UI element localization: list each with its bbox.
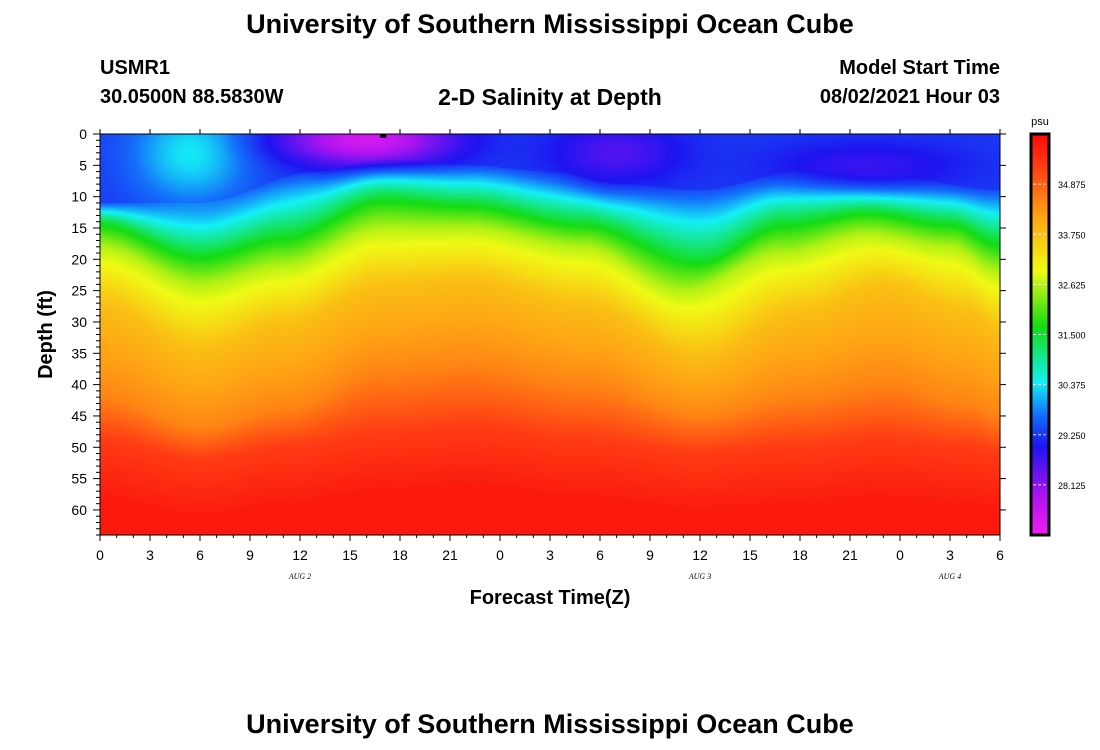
y-axis-title: Depth (ft) — [35, 290, 57, 379]
y-tick-label: 10 — [71, 189, 87, 205]
colorbar-label: 34.875 — [1058, 180, 1086, 190]
station-location: 30.0500N 88.5830W — [100, 86, 284, 108]
date-label: AUG 2 — [288, 572, 311, 581]
x-axis-title: Forecast Time(Z) — [470, 587, 631, 609]
surface-marker — [380, 134, 387, 138]
colorbar-label: 33.750 — [1058, 230, 1086, 240]
x-tick-label: 18 — [792, 547, 808, 563]
model-start-time: 08/02/2021 Hour 03 — [819, 86, 1000, 108]
x-tick-label: 18 — [392, 547, 408, 563]
colorbar-unit: psu — [1031, 116, 1049, 128]
x-tick-label: 12 — [692, 547, 708, 563]
model-start-label: Model Start Time — [839, 57, 1000, 79]
y-tick-label: 55 — [71, 471, 87, 487]
colorbar-label: 30.375 — [1058, 381, 1086, 391]
x-tick-label: 21 — [442, 547, 458, 563]
station-id: USMR1 — [100, 57, 171, 79]
y-tick-label: 40 — [71, 377, 87, 393]
chart-title: 2-D Salinity at Depth — [438, 84, 662, 110]
x-tick-label: 9 — [646, 547, 654, 563]
date-label: AUG 4 — [938, 572, 961, 581]
x-tick-label: 3 — [546, 547, 554, 563]
y-tick-label: 30 — [71, 314, 87, 330]
x-tick-label: 6 — [596, 547, 604, 563]
colorbar: psu 34.875 33.750 32.625 31.500 30.375 29.250 2… — [1029, 116, 1086, 537]
date-label: AUG 3 — [688, 572, 711, 581]
y-tick-label: 0 — [79, 126, 87, 142]
salinity-heatmap — [100, 134, 1000, 535]
colorbar-label: 31.500 — [1058, 331, 1086, 341]
x-tick-label: 9 — [246, 547, 254, 563]
x-tick-label: 0 — [496, 547, 504, 563]
y-tick-label: 35 — [71, 345, 87, 361]
x-tick-label: 3 — [946, 547, 954, 563]
x-tick-label: 3 — [146, 547, 154, 563]
footer-title: University of Southern Mississippi Ocean… — [246, 709, 854, 739]
chart-axes: 0 3 6 9 12 15 18 21 0 3 6 9 12 15 18 21 0 3 60510152025303… — [35, 126, 1006, 609]
y-tick-label: 25 — [71, 283, 87, 299]
y-tick-label: 20 — [71, 251, 87, 267]
x-tick-label: 0 — [896, 547, 904, 563]
y-tick-label: 45 — [71, 408, 87, 424]
page-title: University of Southern Mississippi Ocean… — [246, 9, 854, 39]
x-tick-label: 15 — [342, 547, 358, 563]
heatmap-image — [100, 134, 1000, 535]
x-tick-label: 21 — [842, 547, 858, 563]
y-tick-label: 5 — [79, 157, 87, 173]
x-tick-label: 15 — [742, 547, 758, 563]
x-tick-label: 0 — [96, 547, 104, 563]
x-tick-label: 6 — [196, 547, 204, 563]
colorbar-label: 32.625 — [1058, 280, 1086, 290]
x-tick-label: 6 — [996, 547, 1004, 563]
y-tick-label: 60 — [71, 502, 87, 518]
x-tick-label: 12 — [292, 547, 308, 563]
colorbar-label: 29.250 — [1058, 431, 1086, 441]
y-tick-label: 15 — [71, 220, 87, 236]
colorbar-label: 28.125 — [1058, 481, 1086, 491]
y-tick-label: 50 — [71, 439, 87, 455]
